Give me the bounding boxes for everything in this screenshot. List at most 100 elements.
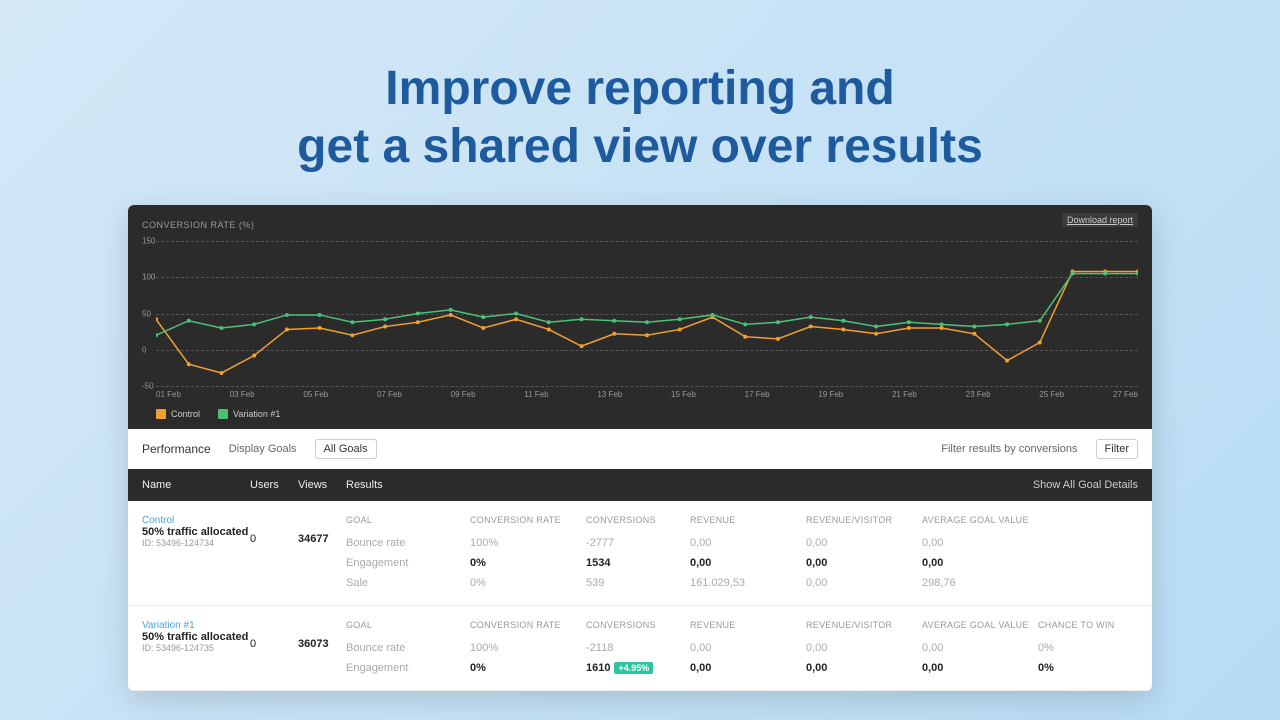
chart-title: CONVERSION RATE (%) [142, 220, 254, 230]
goal-cell: 0,00 [922, 640, 1034, 656]
goal-cell [1038, 575, 1128, 591]
th-results: Results [346, 479, 1033, 491]
legend-label: Control [171, 409, 200, 419]
legend-swatch [156, 409, 166, 419]
goal-cell: 0% [1038, 660, 1128, 676]
goal-cell: 0,00 [690, 660, 802, 676]
th-users: Users [250, 479, 298, 491]
goal-cell: 1610+4.95% [586, 660, 686, 676]
variant-id: ID: 53496-124734 [142, 538, 250, 548]
th-views: Views [298, 479, 346, 491]
x-label: 11 Feb [524, 390, 548, 399]
x-label: 27 Feb [1113, 390, 1138, 399]
y-tick: -50 [142, 382, 154, 391]
goal-column-header: AVERAGE GOAL VALUE [922, 620, 1034, 630]
goal-column-header: CHANCE TO WIN [1038, 620, 1128, 630]
x-label: 03 Feb [230, 390, 255, 399]
goal-cell: Engagement [346, 555, 466, 571]
table-row: Variation #150% traffic allocatedID: 534… [128, 606, 1152, 691]
display-goals-label: Display Goals [229, 443, 297, 455]
goal-cell: -2118 [586, 640, 686, 656]
rows-container: Control50% traffic allocatedID: 53496-12… [128, 501, 1152, 691]
performance-bar: Performance Display Goals All Goals Filt… [128, 429, 1152, 469]
goal-column-header: CONVERSIONS [586, 515, 686, 525]
chart-area: -50050100150 [156, 241, 1138, 386]
x-axis-labels: 01 Feb 03 Feb 05 Feb 07 Feb 09 Feb 11 Feb 13 F… [156, 390, 1138, 399]
users-value: 0 [250, 515, 298, 591]
goal-cell: 0,00 [690, 555, 802, 571]
views-value: 34677 [298, 515, 346, 591]
variant-name[interactable]: Variation #1 [142, 620, 250, 631]
goal-cell: 161.029,53 [690, 575, 802, 591]
legend-item: Control [156, 409, 200, 419]
x-label: 05 Feb [303, 390, 328, 399]
goal-cell: 0,00 [922, 555, 1034, 571]
goal-cell: Bounce rate [346, 535, 466, 551]
goal-cell: 0% [470, 660, 582, 676]
goal-cell: 0,00 [690, 535, 802, 551]
chart-legend: Control Variation #1 [156, 409, 1138, 419]
goal-cell: 0,00 [922, 660, 1034, 676]
goal-column-header: REVENUE/VISITOR [806, 620, 918, 630]
goal-cell: Sale [346, 575, 466, 591]
x-label: 07 Feb [377, 390, 402, 399]
goal-cell: Bounce rate [346, 640, 466, 656]
goal-cell: 0,00 [806, 535, 918, 551]
goal-cell: Engagement [346, 660, 466, 676]
goal-column-header: GOAL [346, 620, 466, 630]
filter-button[interactable]: Filter [1096, 439, 1138, 459]
show-all-details-link[interactable]: Show All Goal Details [1033, 479, 1138, 491]
x-label: 17 Feb [745, 390, 770, 399]
goal-column-header: CONVERSION RATE [470, 620, 582, 630]
x-label: 23 Feb [966, 390, 991, 399]
y-tick: 0 [142, 345, 146, 354]
legend-item: Variation #1 [218, 409, 280, 419]
goal-cell: 0,00 [690, 640, 802, 656]
chart-panel: CONVERSION RATE (%) Download report -500… [128, 205, 1152, 429]
app-window: CONVERSION RATE (%) Download report -500… [128, 205, 1152, 691]
goal-cell: 298,76 [922, 575, 1034, 591]
goal-cell: 100% [470, 640, 582, 656]
traffic-label: 50% traffic allocated [142, 526, 250, 538]
traffic-label: 50% traffic allocated [142, 631, 250, 643]
goal-cell: 0,00 [806, 575, 918, 591]
th-name: Name [142, 479, 250, 491]
goal-column-header: REVENUE [690, 620, 802, 630]
goal-cell: -2777 [586, 535, 686, 551]
delta-badge: +4.95% [614, 662, 653, 674]
goal-column-header: CONVERSIONS [586, 620, 686, 630]
goal-column-header: GOAL [346, 515, 466, 525]
x-label: 25 Feb [1039, 390, 1064, 399]
goal-cell [1038, 555, 1128, 571]
goal-cell: 100% [470, 535, 582, 551]
y-tick: 50 [142, 309, 151, 318]
performance-title: Performance [142, 442, 211, 456]
x-label: 09 Feb [451, 390, 476, 399]
goal-column-header: AVERAGE GOAL VALUE [922, 515, 1034, 525]
x-label: 01 Feb [156, 390, 181, 399]
goal-cell [1038, 535, 1128, 551]
goal-cell: 539 [586, 575, 686, 591]
goal-cell: 1534 [586, 555, 686, 571]
goal-cell: 0,00 [806, 555, 918, 571]
legend-swatch [218, 409, 228, 419]
y-tick: 100 [142, 273, 155, 282]
table-header: Name Users Views Results Show All Goal D… [128, 469, 1152, 501]
legend-label: Variation #1 [233, 409, 280, 419]
all-goals-button[interactable]: All Goals [315, 439, 377, 459]
x-label: 19 Feb [818, 390, 843, 399]
headline: Improve reporting andget a shared view o… [0, 0, 1280, 205]
goal-cell: 0% [470, 555, 582, 571]
users-value: 0 [250, 620, 298, 676]
x-label: 13 Feb [597, 390, 622, 399]
download-report-link[interactable]: Download report [1062, 213, 1138, 227]
goal-column-header [1038, 515, 1128, 525]
variant-name[interactable]: Control [142, 515, 250, 526]
goal-cell: 0,00 [806, 640, 918, 656]
views-value: 36073 [298, 620, 346, 676]
table-row: Control50% traffic allocatedID: 53496-12… [128, 501, 1152, 606]
y-tick: 150 [142, 237, 155, 246]
goal-column-header: CONVERSION RATE [470, 515, 582, 525]
goal-column-header: REVENUE [690, 515, 802, 525]
gridline [156, 386, 1138, 387]
